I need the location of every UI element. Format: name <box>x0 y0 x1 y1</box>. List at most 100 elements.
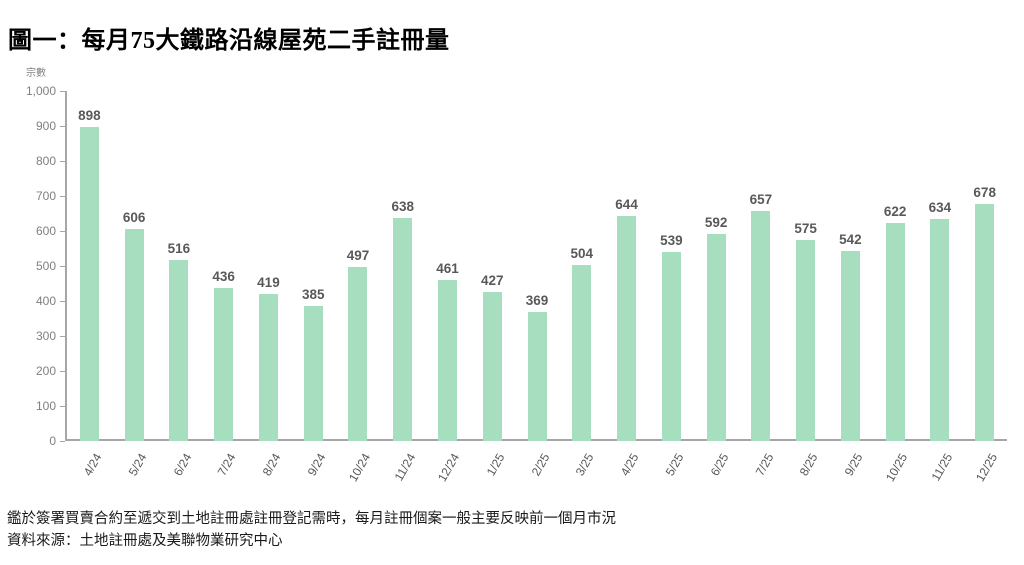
y-tick-label: 900 <box>35 119 56 133</box>
bar-column: 657 7/25 <box>738 91 783 478</box>
x-axis-label: 6/25 <box>707 451 732 479</box>
bar <box>796 239 816 441</box>
bar-value-label: 622 <box>883 204 907 220</box>
bar-value-label: 419 <box>257 275 280 291</box>
bar <box>258 294 278 441</box>
footnotes: 鑑於簽署買賣合約至遞交到土地註冊處註冊登記需時，每月註冊個案一般主要反映前一個月… <box>7 508 616 552</box>
y-tick-mark <box>60 91 65 92</box>
bar-column: 427 1/25 <box>470 91 515 479</box>
bar <box>348 267 368 441</box>
bar-value-label: 634 <box>928 200 952 216</box>
bar-value-label: 539 <box>660 233 683 249</box>
bar-column: 898 4/24 <box>67 91 112 479</box>
y-axis-unit-label: 宗數 <box>26 68 46 79</box>
bar-column: 461 12/24 <box>425 91 470 484</box>
y-tick-label: 200 <box>35 364 56 378</box>
bar-value-label: 369 <box>525 292 549 308</box>
x-axis-label: 2/25 <box>528 451 553 479</box>
bar <box>840 251 860 441</box>
bar-column: 644 4/25 <box>604 91 649 479</box>
bar <box>975 203 995 441</box>
bar <box>303 306 323 441</box>
chart-title: 圖一：每月75大鐵路沿線屋苑二手註冊量 <box>8 28 450 54</box>
y-tick-mark <box>60 406 65 407</box>
y-tick-label: 1,000 <box>25 84 56 98</box>
bar-value-label: 497 <box>346 248 370 264</box>
x-axis-label: 9/24 <box>304 451 329 479</box>
bar <box>751 211 771 441</box>
bar <box>79 126 99 441</box>
bar <box>885 223 905 441</box>
x-axis-label: 6/24 <box>170 451 195 479</box>
bar <box>617 215 637 441</box>
bar-value-label: 592 <box>704 214 728 230</box>
x-axis-label: 4/25 <box>617 451 642 479</box>
bar-value-label: 575 <box>794 220 817 236</box>
bar-value-label: 504 <box>570 245 594 261</box>
bar-value-label: 638 <box>391 198 414 214</box>
bar-value-label: 385 <box>301 287 325 303</box>
y-tick-mark <box>60 266 65 267</box>
y-tick-label: 300 <box>35 329 56 343</box>
footnote-line: 鑑於簽署買賣合約至遞交到土地註冊處註冊登記需時，每月註冊個案一般主要反映前一個月… <box>7 511 616 527</box>
x-axis-label: 9/25 <box>841 451 866 479</box>
y-tick-label: 700 <box>35 189 56 203</box>
x-axis-label: 7/24 <box>215 451 239 479</box>
bar-column: 539 5/25 <box>649 91 694 478</box>
bar-value-label: 436 <box>212 269 235 285</box>
y-tick-mark <box>60 371 65 372</box>
x-axis-label: 8/25 <box>796 451 821 479</box>
bar-column: 419 8/24 <box>246 91 291 478</box>
bar-column: 638 11/24 <box>380 91 425 484</box>
bar-column: 542 9/25 <box>828 91 873 478</box>
bar-column: 504 3/25 <box>559 91 604 479</box>
bars-container: 898 4/24 606 5/24 516 6/24 436 7/24 419 8/24 385 9/… <box>67 91 1007 484</box>
bar <box>930 219 950 441</box>
bar-value-label: 461 <box>436 260 459 276</box>
x-axis-label: 8/24 <box>259 451 284 479</box>
x-axis-label: 7/25 <box>752 451 776 479</box>
bar-chart: 宗數 898 4/24 606 5/24 516 6/24 436 7/24 419 8/24 38… <box>0 60 1024 505</box>
x-axis-label: 10/24 <box>345 451 374 485</box>
bar-column: 497 10/24 <box>336 91 381 484</box>
y-tick-mark <box>60 196 65 197</box>
y-tick-mark <box>60 441 65 442</box>
bar-value-label: 542 <box>839 232 862 248</box>
bar <box>661 252 681 441</box>
x-axis-label: 5/24 <box>125 451 150 479</box>
bar-value-label: 657 <box>749 192 773 208</box>
bar <box>572 264 592 441</box>
bar-column: 606 5/24 <box>112 91 157 478</box>
y-tick-mark <box>60 301 65 302</box>
bar <box>706 233 726 441</box>
bar-column: 634 11/25 <box>918 91 963 483</box>
bar-column: 369 2/25 <box>515 91 560 478</box>
y-tick-label: 600 <box>35 224 56 238</box>
x-axis-label: 11/25 <box>928 451 956 484</box>
bar-column: 575 8/25 <box>783 91 828 479</box>
bar-column: 385 9/24 <box>291 91 336 478</box>
bar-value-label: 427 <box>481 272 504 288</box>
bar-value-label: 606 <box>122 209 146 225</box>
bar <box>169 260 189 441</box>
bar-column: 592 6/25 <box>694 91 739 478</box>
x-axis-label: 1/25 <box>483 451 508 479</box>
bar-column: 436 7/24 <box>201 91 246 478</box>
x-axis-label: 5/25 <box>662 451 687 479</box>
x-axis-label: 11/24 <box>391 451 418 484</box>
bar <box>393 217 413 441</box>
x-axis-label: 10/25 <box>883 451 911 485</box>
y-tick-label: 500 <box>35 259 56 273</box>
x-axis-label: 3/25 <box>573 451 597 479</box>
bar-column: 678 12/25 <box>962 91 1007 484</box>
bar <box>438 279 457 441</box>
y-tick-label: 400 <box>35 294 56 308</box>
bar <box>124 228 144 441</box>
bar <box>527 311 547 441</box>
x-axis-label: 12/25 <box>972 451 1000 485</box>
bar-column: 516 6/24 <box>157 91 202 478</box>
bar <box>482 291 502 441</box>
bar-value-label: 898 <box>78 107 101 123</box>
y-tick-mark <box>60 161 65 162</box>
